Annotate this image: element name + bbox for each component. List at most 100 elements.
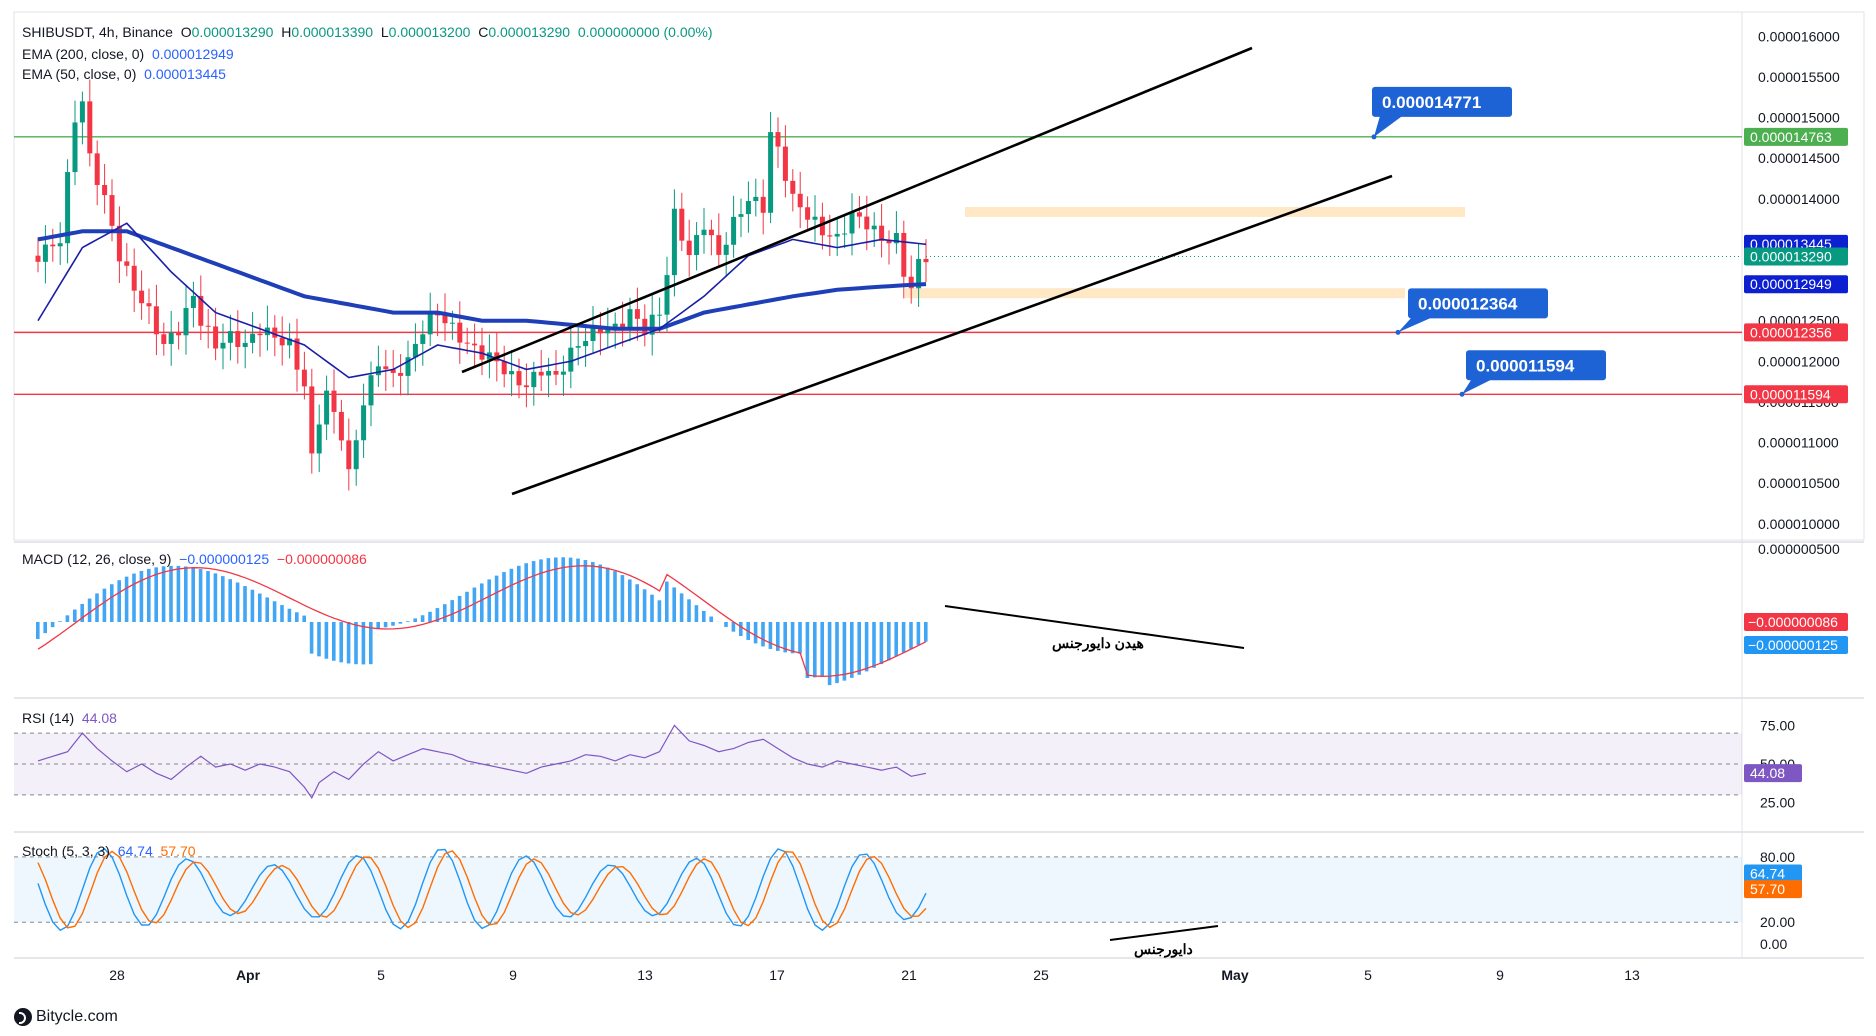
candle-body (901, 232, 907, 277)
candle-body (390, 369, 396, 373)
candle-body (220, 342, 226, 349)
open-value: 0.000013290 (191, 24, 274, 40)
candle-body (242, 342, 248, 347)
stoch-tick-label: 20.00 (1760, 914, 1795, 930)
macd-histogram-bar (813, 622, 817, 678)
candle-body (87, 101, 93, 154)
time-axis-label: May (1221, 967, 1248, 983)
price-pane-frame (13, 11, 1865, 541)
candle-body (279, 337, 285, 346)
candle-body (464, 342, 470, 344)
ema200-value: 0.000012949 (151, 46, 234, 62)
macd-histogram-bar (139, 570, 144, 622)
stoch-d-tag (1744, 880, 1802, 899)
macd-histogram-bar (887, 622, 891, 661)
price-callout (1466, 350, 1606, 381)
candle-body (716, 235, 722, 255)
macd-histogram-bar (221, 576, 225, 622)
time-axis-label: 5 (377, 967, 385, 983)
candle-body (671, 208, 677, 276)
candle-body (457, 322, 463, 343)
brand-name: Bitycle.com (36, 1008, 118, 1025)
macd-histogram-bar (169, 565, 173, 622)
candle-body (642, 318, 648, 335)
candle-body (168, 332, 174, 344)
candle-body (664, 275, 670, 315)
candle-body (131, 265, 137, 291)
candle-body (420, 334, 426, 344)
candle-body (819, 216, 825, 236)
macd-histogram-bar (613, 571, 617, 622)
macd-histogram-bar (235, 582, 240, 622)
macd-histogram-bar (161, 566, 166, 622)
candle-body (620, 323, 626, 328)
macd-histogram-bar (739, 622, 743, 637)
macd-histogram-bar (87, 598, 92, 622)
macd-histogram-bar (753, 622, 758, 644)
macd-histogram-bar (768, 622, 773, 649)
macd-histogram-bar (598, 564, 602, 622)
supply-demand-zone (905, 288, 1405, 299)
candle-body (612, 323, 618, 330)
candle-body (538, 371, 544, 376)
price-callout (1372, 86, 1512, 117)
macd-histogram-bar (672, 587, 676, 622)
candle-body (923, 258, 929, 263)
candle-body (546, 371, 552, 376)
level-axis-tag (1744, 323, 1848, 342)
candle-body (686, 240, 692, 256)
candle-body (590, 326, 596, 342)
ema200-legend: EMA (200, close, 0) 0.000012949 (22, 46, 234, 62)
candle-body (886, 240, 892, 244)
axis-price-tag-text: 0.000013290 (1750, 249, 1832, 265)
macd-histogram-bar (635, 584, 639, 622)
macd-histogram-bar (487, 579, 491, 622)
time-axis-label: 13 (637, 967, 653, 983)
stoch-d-line (37, 850, 927, 929)
candle-body (634, 309, 640, 319)
macd-histogram-bar (805, 622, 810, 679)
low-value: 0.000013200 (388, 24, 471, 40)
macd-histogram-bar (317, 622, 321, 657)
candle-body (124, 261, 130, 266)
macd-histogram-bar (450, 600, 454, 622)
channel-lower-trendline (511, 174, 1393, 496)
candle-body (287, 338, 293, 346)
stoch-tick-label: 80.00 (1760, 849, 1795, 865)
time-axis-label: 21 (901, 967, 917, 983)
candle-body (190, 295, 196, 308)
price-callout-text: 0.000011594 (1476, 356, 1575, 375)
macd-histogram (36, 557, 928, 686)
macd-histogram-bar (132, 573, 136, 622)
change-value: 0.000000000 (0.00%) (577, 24, 713, 40)
macd-legend: MACD (12, 26, close, 9) −0.000000125 −0.… (22, 551, 367, 567)
candle-body (679, 208, 685, 241)
candle-body (294, 338, 300, 370)
macd-histogram-bar (176, 565, 181, 622)
candle-body (509, 371, 515, 375)
macd-histogram-bar (184, 566, 188, 622)
macd-histogram-bar (472, 587, 477, 622)
macd-histogram-bar (191, 567, 195, 622)
macd-value-tag (1744, 636, 1848, 654)
macd-signal-tag-text: −0.000000086 (1748, 614, 1838, 630)
macd-histogram-bar (591, 562, 595, 622)
stoch-band (14, 856, 1742, 923)
candle-body (368, 375, 374, 406)
candle-body (375, 366, 381, 376)
time-axis-label: 25 (1033, 967, 1049, 983)
candle-body (435, 314, 441, 316)
candle-body (531, 371, 537, 388)
macd-histogram-bar (872, 622, 876, 668)
stoch-k-value: 64.74 (117, 843, 153, 859)
stoch-d-value: 57.70 (160, 843, 196, 859)
macd-histogram-bar (65, 615, 70, 622)
macd-histogram-bar (554, 557, 558, 622)
candle-body (153, 306, 159, 335)
macd-histogram-bar (561, 557, 565, 622)
macd-histogram-bar (406, 621, 410, 622)
price-callout (1408, 288, 1548, 319)
stoch-legend: Stoch (5, 3, 3) 64.74 57.70 (22, 843, 196, 859)
macd-histogram-bar (58, 621, 62, 622)
